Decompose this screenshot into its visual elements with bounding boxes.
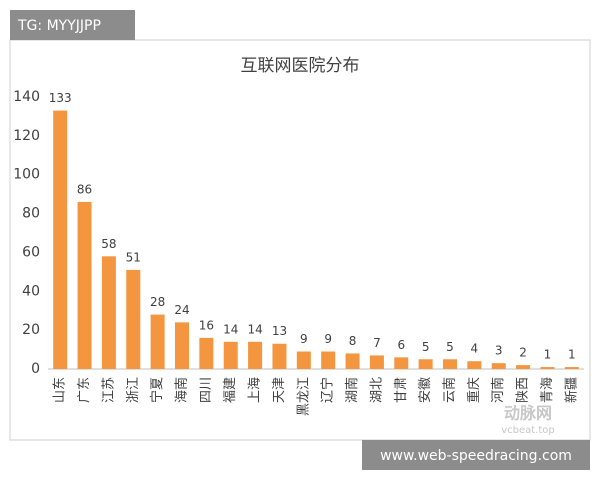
watermark-logo: 动脉网 [504, 404, 552, 423]
x-tick-label: 云南 [442, 377, 458, 403]
bar [345, 353, 360, 369]
x-tick-label: 安徽 [418, 377, 433, 403]
x-tick-label: 湖北 [369, 377, 384, 403]
bar [272, 343, 287, 369]
value-label: 1 [568, 348, 576, 362]
bar [199, 337, 214, 369]
value-label: 6 [397, 338, 405, 352]
value-label: 9 [324, 332, 332, 346]
value-label: 2 [519, 346, 527, 360]
value-label: 1 [544, 348, 552, 362]
value-label: 14 [223, 322, 238, 336]
value-label: 133 [49, 91, 72, 105]
value-label: 24 [174, 303, 189, 317]
x-tick-label: 上海 [248, 377, 263, 403]
bar [175, 322, 189, 369]
bar [150, 314, 165, 369]
footer-url: www.web-speedracing.com [380, 448, 572, 464]
x-tick-label: 山东 [53, 377, 68, 403]
x-tick-label: 重庆 [466, 377, 482, 403]
footer-box [362, 440, 590, 470]
value-label: 5 [446, 340, 454, 354]
x-tick-label: 海南 [174, 377, 190, 403]
bar [491, 363, 506, 369]
bar [418, 359, 433, 369]
y-tick-label: 0 [31, 361, 40, 377]
x-tick-label: 湖南 [344, 377, 360, 403]
value-label: 58 [101, 237, 116, 251]
y-tick-label: 100 [13, 167, 40, 183]
bar [540, 367, 555, 369]
y-tick-label: 40 [22, 283, 40, 299]
bar [516, 365, 531, 369]
bar [443, 359, 457, 369]
x-tick-label: 江苏 [100, 377, 116, 403]
value-label: 51 [126, 250, 141, 264]
x-tick-label: 广东 [77, 377, 92, 403]
x-tick-label: 青海 [540, 377, 555, 403]
value-label: 7 [373, 336, 381, 350]
value-label: 28 [150, 295, 165, 309]
bar [77, 201, 92, 369]
x-tick-label: 河南 [490, 377, 506, 403]
bar [564, 367, 579, 369]
bar [126, 269, 141, 369]
tag-box [10, 10, 135, 40]
x-tick-label: 浙江 [126, 377, 141, 403]
value-label: 4 [471, 342, 479, 356]
value-label: 8 [349, 334, 357, 348]
value-label: 5 [422, 340, 430, 354]
bar [296, 351, 311, 369]
value-label: 13 [272, 324, 287, 338]
bar [223, 341, 238, 369]
x-tick-label: 辽宁 [320, 377, 336, 403]
value-label: 86 [77, 182, 92, 196]
y-tick-label: 80 [22, 206, 40, 222]
y-tick-label: 140 [13, 89, 40, 105]
bar [369, 355, 384, 369]
tag-label: TG: MYYJJPP [17, 18, 101, 34]
value-label: 9 [300, 332, 308, 346]
y-tick-label: 20 [22, 322, 40, 338]
x-tick-label: 宁夏 [149, 377, 165, 403]
chart-title: 互联网医院分布 [241, 56, 360, 76]
x-tick-label: 新疆 [563, 377, 579, 403]
bar [248, 341, 263, 369]
watermark-site: vcbeat.top [501, 425, 555, 436]
x-tick-label: 黑龙江 [296, 377, 311, 416]
x-tick-label: 福建 [223, 377, 238, 403]
x-tick-label: 天津 [272, 377, 287, 403]
x-tick-label: 四川 [199, 377, 214, 403]
y-tick-label: 120 [13, 128, 40, 144]
x-tick-label: 甘肃 [394, 377, 409, 403]
x-tick-label: 陕西 [516, 377, 531, 403]
bar [101, 256, 116, 369]
bar [394, 357, 409, 369]
chart-frame [9, 39, 591, 441]
bar [53, 110, 68, 369]
y-tick-label: 60 [22, 244, 40, 260]
bar [321, 351, 336, 369]
bar [467, 361, 482, 369]
value-label: 14 [247, 322, 262, 336]
value-label: 3 [495, 344, 503, 358]
value-label: 16 [199, 318, 214, 332]
